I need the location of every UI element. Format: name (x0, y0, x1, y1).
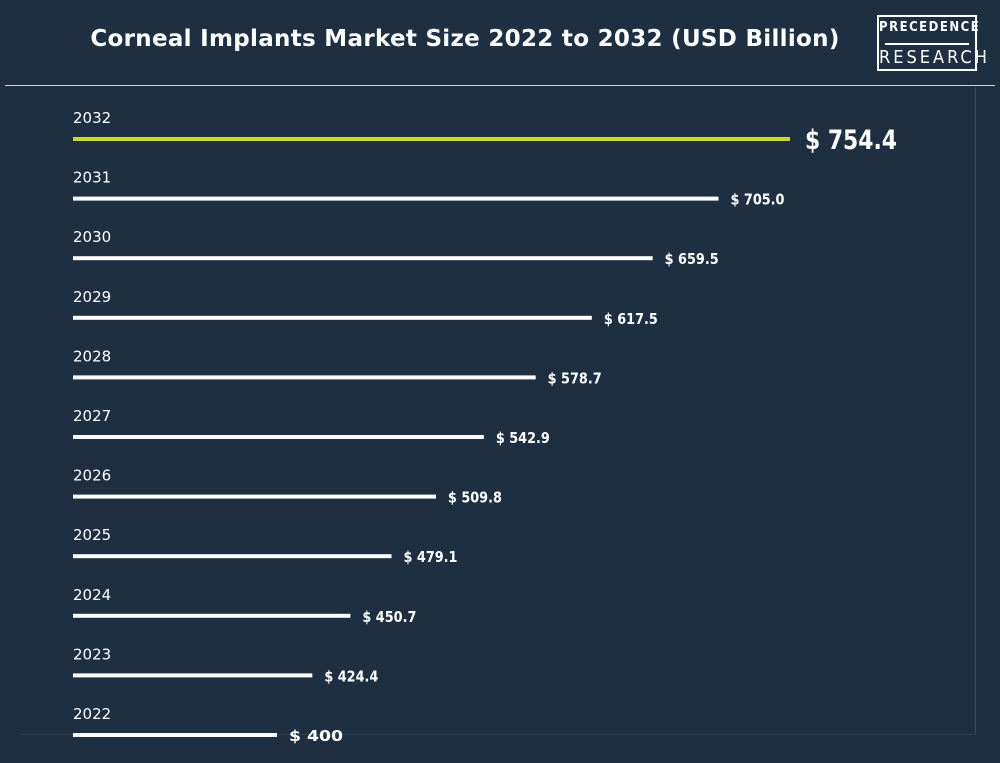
year-label-2029: 2029 (73, 288, 111, 306)
year-label-2028: 2028 (73, 347, 111, 365)
value-label-2022: $ 400 (289, 727, 343, 745)
year-label-2025: 2025 (73, 526, 111, 544)
year-label-2031: 2031 (73, 169, 111, 187)
logo-line-1: PRECEDENCE (879, 20, 981, 35)
header-divider (5, 85, 995, 86)
value-label-2028: $ 578.7 (548, 369, 602, 387)
bar-2032 (73, 137, 790, 141)
value-label-2025: $ 479.1 (403, 548, 457, 566)
value-label-2026: $ 509.8 (448, 489, 502, 507)
bar-2031 (73, 196, 719, 201)
value-label-2031: $ 705.0 (730, 191, 784, 209)
logo-line-2: RESEARCH (879, 47, 990, 68)
precedence-research-logo: PRECEDENCE RESEARCH (877, 15, 990, 71)
year-label-2027: 2027 (73, 407, 111, 425)
bar-2024 (73, 613, 351, 618)
bar-2027 (73, 435, 484, 439)
bar-2026 (73, 494, 436, 499)
value-label-2024: $ 450.7 (362, 608, 416, 626)
year-label-2023: 2023 (73, 645, 111, 663)
bar-2023 (73, 673, 313, 678)
bar-2030 (73, 256, 653, 261)
bar-2029 (73, 315, 592, 320)
frame-bottom-edge (20, 734, 976, 735)
value-label-2029: $ 617.5 (604, 310, 658, 328)
frame-right-edge (975, 87, 976, 734)
value-label-2023: $ 424.4 (324, 667, 378, 685)
bar-2028 (73, 375, 536, 380)
year-label-2022: 2022 (73, 705, 111, 723)
year-label-2030: 2030 (73, 228, 111, 246)
logo-divider (885, 43, 969, 45)
value-label-2027: $ 542.9 (496, 429, 550, 447)
year-label-2032: 2032 (73, 109, 111, 127)
value-label-2030: $ 659.5 (665, 250, 719, 268)
bar-2025 (73, 554, 392, 559)
value-label-2032: $ 754.4 (805, 125, 897, 156)
bar-2022 (73, 733, 277, 737)
chart-title: Corneal Implants Market Size 2022 to 203… (90, 26, 840, 52)
year-label-2024: 2024 (73, 586, 111, 604)
year-label-2026: 2026 (73, 467, 111, 485)
